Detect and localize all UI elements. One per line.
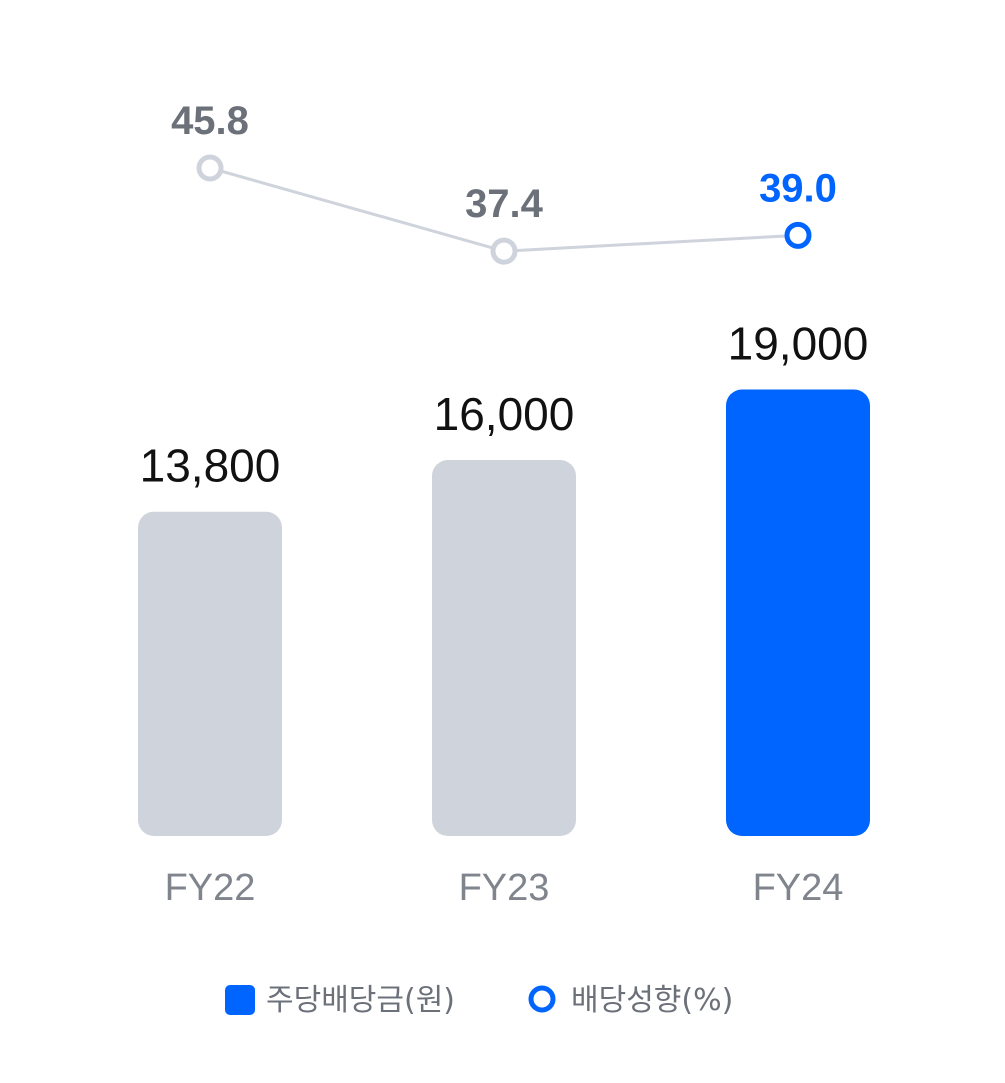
payout-ratio-label-fy24: 39.0 <box>759 166 837 210</box>
payout-ratio-point-fy22 <box>196 154 224 182</box>
payout-ratio-segment-2 <box>503 233 799 253</box>
bar-fy22 <box>138 511 282 836</box>
bar-value-label-fy22: 13,800 <box>140 440 281 492</box>
legend-swatch-dividend <box>225 985 255 1015</box>
bar-fy23 <box>432 460 576 836</box>
payout-ratio-point-fy23 <box>490 237 518 265</box>
payout-ratio-label-fy22: 45.8 <box>171 99 249 143</box>
category-label-fy22: FY22 <box>165 867 256 909</box>
bar-value-label-fy23: 16,000 <box>434 388 575 440</box>
legend-label-dividend: 주당배당금(원) <box>266 983 455 1018</box>
payout-ratio-segment-1 <box>209 166 505 253</box>
payout-ratio-label-fy23: 37.4 <box>465 182 544 226</box>
legend: 주당배당금(원) 배당성향(%) <box>225 983 733 1018</box>
category-label-fy24: FY24 <box>753 867 844 909</box>
category-axis: FY22 FY23 FY24 <box>165 867 844 909</box>
category-label-fy23: FY23 <box>459 867 550 909</box>
legend-label-payout-ratio: 배당성향(%) <box>571 983 733 1018</box>
bar-fy24 <box>726 389 870 836</box>
legend-marker-payout-ratio <box>528 985 556 1013</box>
bar-value-label-fy24: 19,000 <box>728 318 869 370</box>
dividend-bar-layer: 13,800 16,000 19,000 <box>138 318 870 836</box>
payout-ratio-line-layer: 45.8 37.4 39.0 <box>171 99 837 265</box>
payout-ratio-point-fy24 <box>784 221 812 249</box>
